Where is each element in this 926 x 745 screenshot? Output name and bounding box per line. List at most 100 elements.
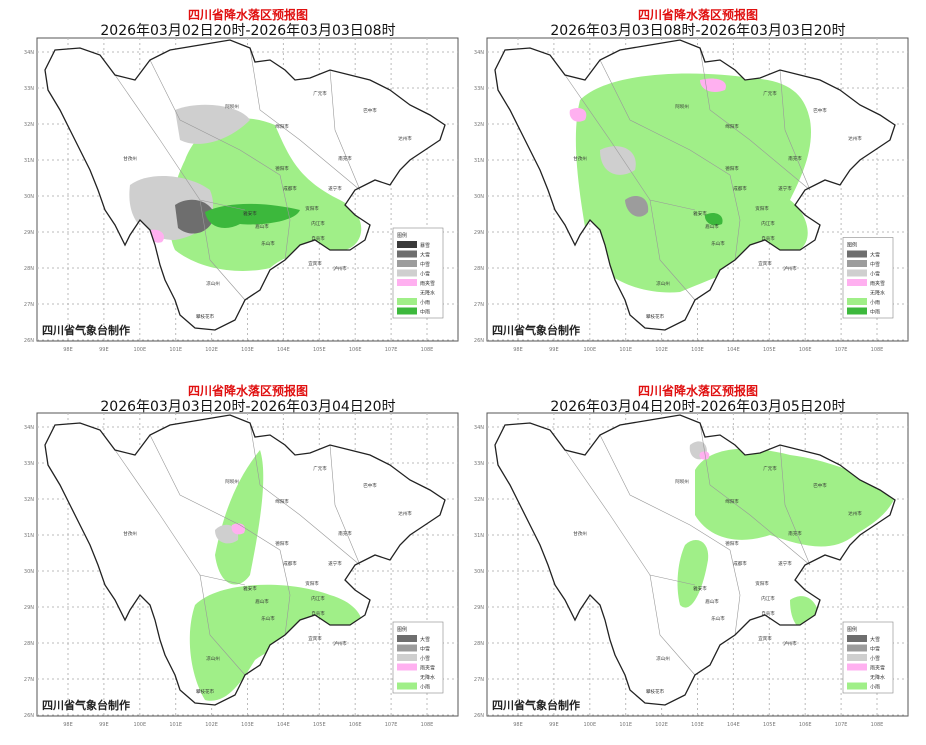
city-label: 眉山市 [255,598,269,605]
precipitation-area [215,450,264,585]
x-tick-label: 104E [727,722,740,728]
panel-time-range: 2026年03月02日20时-2026年03月03日08时 [100,23,396,39]
y-tick-label: 29N [474,605,484,611]
legend-swatch [397,635,417,642]
province-boundary [494,39,896,331]
legend-swatch [397,644,417,652]
y-tick-label: 29N [24,230,34,236]
city-label: 宜宾市 [758,635,772,642]
legend-label: 暴雪 [420,242,430,249]
x-tick-label: 108E [421,722,434,728]
legend-swatch [397,241,417,248]
city-label: 内江市 [761,220,775,227]
legend-swatch [397,260,417,267]
city-label: 乐山市 [711,240,725,247]
x-tick-label: 101E [619,722,632,728]
legend-swatch [847,260,867,267]
y-tick-label: 34N [474,50,484,56]
legend-label: 小雪 [870,655,880,662]
legend-label: 雨夹雪 [870,665,885,672]
city-label: 达州市 [848,135,862,142]
legend-label: 无降水 [870,674,885,681]
county-boundary [729,174,741,261]
county-boundary [699,422,811,566]
city-label: 凉山州 [206,655,220,662]
x-tick-label: 108E [421,347,434,353]
x-tick-label: 101E [169,722,182,728]
city-label: 眉山市 [705,223,719,230]
x-tick-label: 102E [205,722,218,728]
legend-swatch [847,682,867,690]
city-label: 内江市 [311,220,325,227]
x-tick-label: 102E [205,347,218,353]
forecast-panel: 98E 99E 100E 101E 102E 103E 104E 105E 106E 107E 10… [450,375,910,745]
legend-swatch [847,307,867,315]
legend-swatch [397,269,417,277]
city-label: 遂宁市 [778,560,792,567]
y-tick-label: 27N [24,677,34,683]
city-label: 德阳市 [275,540,289,547]
legend-label: 小雨 [870,684,880,691]
legend-swatch [847,654,867,661]
legend-swatch [847,279,867,286]
city-label: 甘孜州 [573,530,587,537]
x-tick-label: 108E [871,347,884,353]
city-label: 达州市 [398,135,412,142]
x-tick-label: 106E [349,347,362,353]
y-tick-label: 29N [24,605,34,611]
city-label: 阿坝州 [675,478,689,485]
city-label: 资阳市 [755,205,769,212]
county-boundary [779,69,811,191]
precipitation-area [677,540,709,608]
city-label: 达州市 [848,510,862,517]
county-boundary [249,422,361,566]
x-tick-label: 105E [313,347,326,353]
legend-swatch [397,654,417,661]
legend-swatch [847,635,867,642]
y-tick-label: 33N [474,86,484,92]
city-label: 成都市 [283,185,297,192]
city-label: 凉山州 [656,280,670,287]
y-tick-label: 30N [474,194,484,200]
city-label: 绵阳市 [725,498,739,505]
x-tick-label: 106E [799,722,812,728]
panel-time-range: 2026年03月03日20时-2026年03月04日20时 [100,399,396,415]
city-label: 攀枝花市 [646,688,664,695]
city-label: 广元市 [313,465,327,472]
legend-swatch [397,279,417,286]
forecast-panel: 98E 99E 100E 101E 102E 103E 104E 105E 106E 107E 10… [0,375,460,745]
y-tick-label: 28N [474,266,484,272]
city-label: 攀枝花市 [646,313,664,320]
y-tick-label: 26N [24,713,34,719]
maker-label: 四川省气象台制作 [42,323,130,337]
forecast-panel: 98E 99E 100E 101E 102E 103E 104E 105E 106E 107E 10… [450,0,910,370]
county-boundary [279,549,291,636]
x-tick-label: 100E [583,347,596,353]
city-label: 甘孜州 [123,155,137,162]
city-label: 遂宁市 [778,185,792,192]
precipitation-area [575,73,811,293]
y-tick-label: 33N [24,86,34,92]
panel-title: 四川省降水落区预报图 [187,8,308,22]
legend-label: 中雨 [420,309,430,316]
y-tick-label: 29N [474,230,484,236]
precipitation-map: 98E 99E 100E 101E 102E 103E 104E 105E 106E 107E 10… [474,37,909,353]
x-tick-label: 108E [871,722,884,728]
x-tick-label: 100E [583,722,596,728]
legend-title: 图例 [397,232,407,239]
legend-swatch [847,644,867,652]
county-boundary [649,574,696,676]
y-tick-label: 34N [474,425,484,431]
county-boundary [149,59,281,176]
legend-swatch [397,663,417,671]
legend-label: 大雪 [870,252,880,259]
city-label: 德阳市 [725,540,739,547]
precipitation-areas [569,73,811,293]
city-label: 内江市 [761,595,775,602]
legend-label: 中雨 [870,309,880,316]
x-tick-label: 98E [513,347,523,353]
city-label: 阿坝州 [675,103,689,110]
legend-swatch [847,298,867,305]
x-tick-label: 99E [549,722,559,728]
x-tick-label: 101E [169,347,182,353]
